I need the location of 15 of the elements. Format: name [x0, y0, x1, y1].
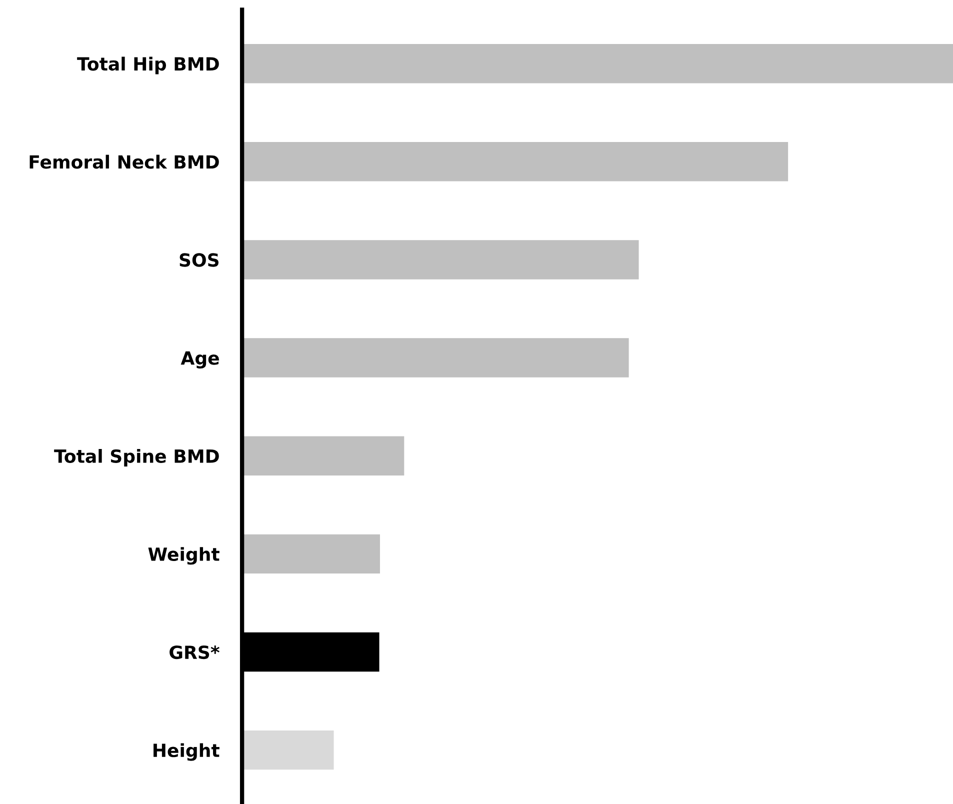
bar: [242, 436, 404, 476]
bar: [242, 338, 629, 378]
bar: [242, 44, 953, 84]
y-tick-label: GRS*: [170, 645, 220, 660]
y-tick-label: Femoral Neck BMD: [30, 154, 219, 169]
y-tick-label: Total Spine BMD: [54, 449, 219, 466]
bar: [242, 730, 334, 770]
y-tick-label: Height: [154, 743, 220, 761]
bar: [242, 240, 639, 280]
y-tick-label: Total Hip BMD: [77, 56, 219, 74]
y-tick-label: Age: [180, 351, 219, 368]
bar: [242, 534, 380, 574]
y-tick-label: Weight: [148, 547, 220, 565]
y-tick-label: SOS: [180, 253, 219, 267]
bar: [242, 142, 788, 182]
